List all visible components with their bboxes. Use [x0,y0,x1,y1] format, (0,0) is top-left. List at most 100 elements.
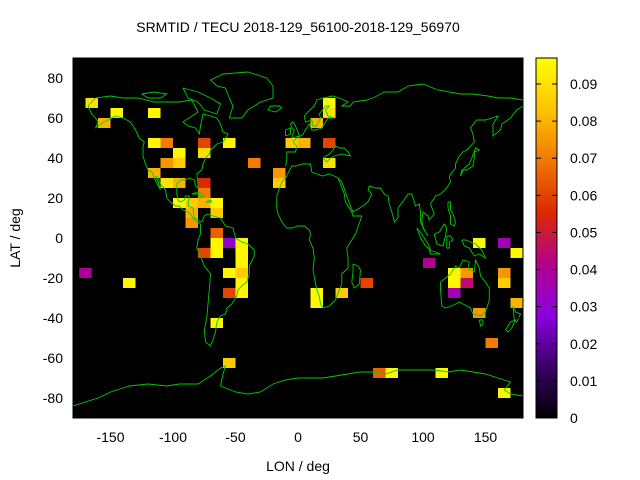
colorbar-frame [535,57,558,419]
heatmap-cell [185,198,198,208]
coastline [460,147,481,177]
y-tick-label: 40 [47,150,63,166]
heatmap-cell [198,248,211,258]
heatmap-cell [210,228,223,238]
x-tick-label: 100 [411,429,435,445]
plot-background [73,58,523,418]
heatmap-cell [323,158,336,168]
heatmap-cell [498,388,511,398]
heatmap-cell [223,268,236,278]
heatmap-cell [185,218,198,228]
y-tick-label: -80 [43,390,63,406]
heatmap-cell [198,188,211,198]
heatmap-cell [160,138,173,148]
heatmap-cell [310,288,323,298]
heatmap-cell [423,258,436,268]
heatmap-cell [223,238,236,248]
y-axis: -80 -60 -40 -20 0 20 40 60 80 [43,70,523,406]
heatmap-cell [235,268,248,278]
heatmap-cell [323,98,336,108]
heatmap-cell [485,338,498,348]
y-tick-label: 20 [47,190,63,206]
colorbar-tick-label: 0.01 [570,373,597,389]
coastline [447,201,456,227]
x-axis-label: LON / deg [266,458,330,474]
heatmap-cell [223,358,236,368]
colorbar-tick-label: 0.08 [570,113,597,129]
chart-title: SRMTID / TECU 2018-129_56100-2018-129_56… [136,19,460,35]
heatmap-cell [98,118,111,128]
heatmap-cell [110,108,123,118]
coastline [478,319,484,327]
heatmap-cell [473,238,486,248]
heatmap-cell [473,308,486,318]
heatmap-cell [510,298,523,308]
x-tick-label: 50 [353,429,369,445]
heatmap-cell [323,138,336,148]
heatmap-cell [173,148,186,158]
heatmap-cell [148,168,161,178]
x-tick-label: -150 [96,429,124,445]
heatmap-cell [448,278,461,288]
heatmap-cell [123,278,136,288]
heatmap-cell [173,198,186,208]
colorbar-tick-label: 0.05 [570,224,597,240]
coastline [182,87,222,115]
heatmap-cell [323,108,336,118]
coastline [276,83,523,309]
colorbar-tick-label: 0.07 [570,150,597,166]
heatmap-cell [210,198,223,208]
heatmap-cell [448,268,461,278]
coastline [440,258,490,317]
y-tick-label: -20 [43,270,63,286]
heatmap-cell [198,138,211,148]
heatmap-cell [148,108,161,118]
y-axis-label: LAT / deg [7,208,23,267]
heatmap-cell [235,278,248,288]
heatmap-cell [435,368,448,378]
x-axis: -150 -100 -50 0 50 100 150 [96,58,497,445]
y-tick-label: -60 [43,350,63,366]
coastline [446,235,454,249]
colorbar-tick-label: 0.04 [570,262,597,278]
heatmap-cell [160,158,173,168]
heatmap-cell [448,288,461,298]
heatmap-cell [210,238,223,248]
colorbar-tick-label: 0.03 [570,299,597,315]
heatmap-cell [235,238,248,248]
heatmap-cell [235,248,248,258]
coastline [191,191,206,199]
colorbar-tick-label: 0.09 [570,76,597,92]
coastline [416,227,431,251]
heatmap-cell [198,148,211,158]
heatmap-cell [248,158,261,168]
heatmap-cell [310,118,323,128]
heatmap-cell [273,168,286,178]
heatmap-cell [235,258,248,268]
heatmap-cell [235,288,248,298]
coastline [505,319,517,333]
heatmap-cell [79,268,92,278]
heatmap-cell [385,368,398,378]
heatmap-cell [198,178,211,188]
heatmap-cell [273,178,286,188]
x-tick-label: -50 [225,429,245,445]
coastline [141,91,169,99]
coastline [322,145,352,163]
heatmap-cell [85,98,98,108]
heatmap-cell [498,278,511,288]
y-tick-label: 80 [47,70,63,86]
heatmap-cell [210,248,223,258]
heatmap-cell [298,138,311,148]
heatmap-cell [148,138,161,148]
colorbar-axis: 0 0.01 0.02 0.03 0.04 0.05 0.06 0.07 0.08 0.09 [536,76,597,426]
coastline [461,239,487,260]
heatmap-cell [498,268,511,278]
heatmap-cell [198,198,211,208]
heatmap-cell [335,288,348,298]
coastline [351,263,361,289]
coastline [289,121,300,139]
heatmap-cell [185,208,198,218]
heatmap-cell [173,178,186,188]
